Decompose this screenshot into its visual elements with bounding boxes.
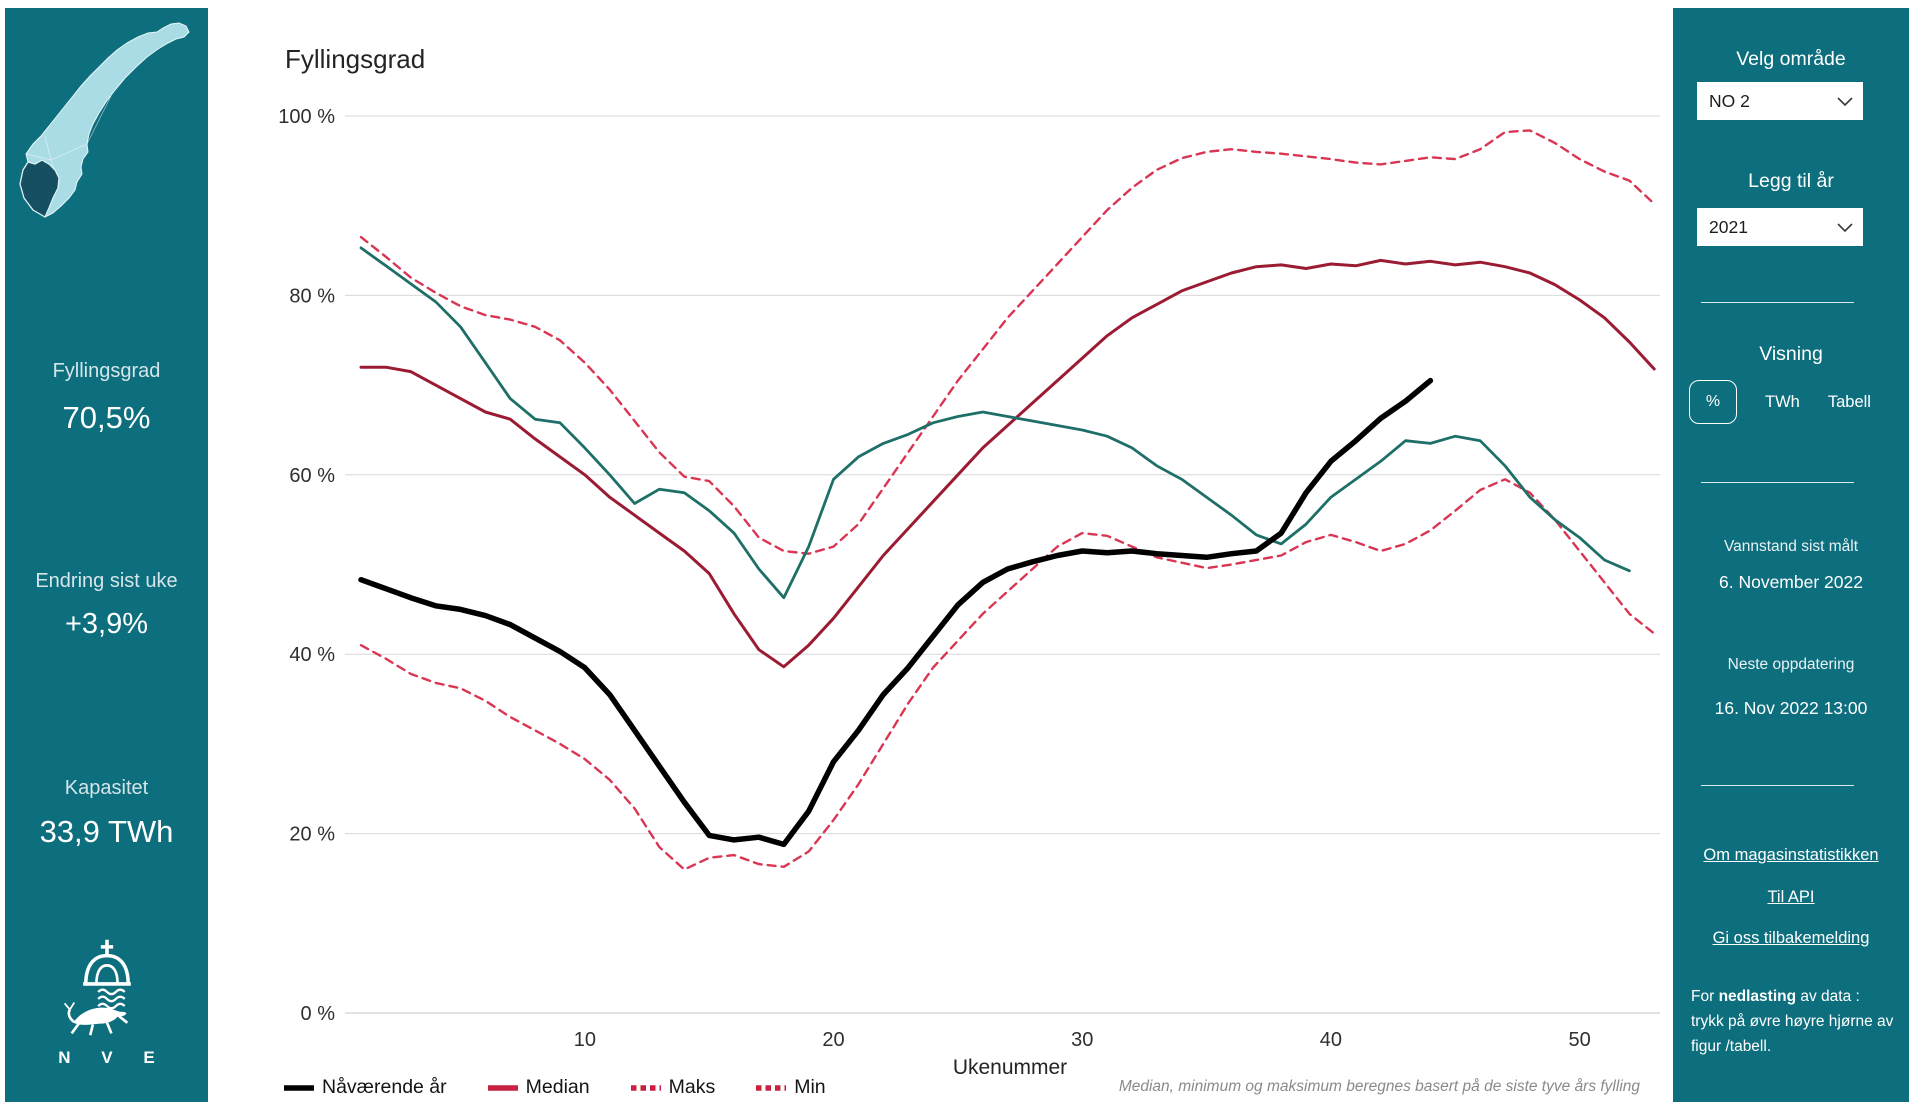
- x-tick-label: 50: [1569, 1029, 1591, 1051]
- legend-swatch: [284, 1084, 314, 1091]
- y-tick-label: 40 %: [289, 644, 335, 666]
- legend-item: Nåværende år: [283, 1076, 447, 1099]
- chart-panel: Fyllingsgrad 100 % 80 % 60 % 40 % 20 % 0 % 10 2…: [208, 0, 1673, 1110]
- year-dropdown[interactable]: 2021: [1697, 208, 1863, 246]
- x-axis-label: Ukenummer: [952, 1056, 1068, 1079]
- link-til-api[interactable]: Til API: [1767, 888, 1815, 906]
- series-2021: [359, 246, 1631, 600]
- next-update-label: Neste oppdatering: [1727, 656, 1855, 673]
- view-option-percent[interactable]: %: [1689, 380, 1737, 424]
- kpi-endring-label: Endring sist uke: [35, 570, 178, 592]
- download-note: For nedlasting av data : trykk på øvre h…: [1691, 988, 1894, 1055]
- kpi-fyllingsgrad-label: Fyllingsgrad: [52, 360, 161, 382]
- map-selected-region[interactable]: [19, 159, 60, 218]
- series-maks: [359, 129, 1656, 555]
- x-tick-label: 30: [1071, 1029, 1093, 1051]
- kpi-fyllingsgrad-value: 70,5%: [62, 400, 151, 435]
- legend-item: Min: [755, 1076, 826, 1099]
- kpi-kapasitet-label: Kapasitet: [64, 777, 149, 799]
- divider: [1701, 302, 1854, 303]
- x-tick-label: 40: [1320, 1029, 1342, 1051]
- chevron-down-icon: [1837, 223, 1853, 232]
- y-tick-label: 20 %: [289, 824, 335, 846]
- divider: [1701, 785, 1854, 786]
- x-tick-label: 10: [574, 1029, 596, 1051]
- right-sidebar: Velg område NO 2 Legg til år 2021 Visnin…: [1673, 8, 1909, 1102]
- view-option-tabell[interactable]: Tabell: [1827, 392, 1871, 411]
- series-n-v-rende-r: [358, 377, 1434, 848]
- next-update-value: 16. Nov 2022 13:00: [1714, 698, 1868, 718]
- measured-label: Vannstand sist målt: [1723, 538, 1859, 555]
- legend-swatch: [756, 1084, 787, 1091]
- year-dropdown-value: 2021: [1709, 216, 1748, 237]
- area-dropdown[interactable]: NO 2: [1697, 82, 1863, 120]
- left-sidebar: Fyllingsgrad 70,5% Endring sist uke +3,9…: [5, 8, 208, 1102]
- crown-cross-icon: [100, 939, 113, 955]
- y-tick-label: 80 %: [289, 285, 335, 307]
- legend-swatch: [630, 1084, 661, 1091]
- download-note-bold: nedlasting: [1718, 988, 1797, 1005]
- kpi-endring-value: +3,9%: [64, 608, 149, 640]
- y-tick-label: 100 %: [278, 106, 335, 128]
- chart-legend: Nåværende år Median Maks Min: [283, 1076, 826, 1099]
- waves-icon: [96, 988, 125, 1010]
- nve-logo-text: N V E: [58, 1048, 168, 1067]
- nve-logo: [63, 939, 131, 1036]
- y-tick-label: 60 %: [289, 465, 335, 487]
- norway-map-icon: [19, 22, 190, 218]
- legend-label: Nåværende år: [322, 1076, 447, 1098]
- stag-icon: [63, 1002, 128, 1036]
- legend-item: Median: [487, 1076, 590, 1099]
- view-option-twh[interactable]: TWh: [1765, 392, 1800, 411]
- measured-value: 6. November 2022: [1719, 572, 1863, 592]
- series-median: [359, 258, 1656, 669]
- legend-label: Maks: [668, 1076, 716, 1098]
- y-tick-label: 0 %: [301, 1003, 336, 1025]
- link-om-magasinstatistikken[interactable]: Om magasinstatistikken: [1703, 846, 1879, 864]
- legend-label: Min: [794, 1076, 826, 1098]
- link-tilbakemelding[interactable]: Gi oss tilbakemelding: [1712, 929, 1870, 947]
- legend-item: Maks: [630, 1076, 716, 1099]
- chevron-down-icon: [1837, 97, 1853, 106]
- map-country-shape: [19, 22, 190, 218]
- kpi-kapasitet-value: 33,9 TWh: [39, 814, 174, 849]
- area-dropdown-value: NO 2: [1709, 90, 1750, 111]
- legend-swatch: [487, 1084, 518, 1091]
- norway-map[interactable]: [11, 12, 203, 244]
- x-tick-label: 20: [822, 1029, 844, 1051]
- add-year-label: Legg til år: [1748, 170, 1834, 192]
- view-label: Visning: [1759, 343, 1823, 365]
- chart-svg: 100 % 80 % 60 % 40 % 20 % 0 % 10 20 30 40 50: [278, 106, 1660, 1051]
- view-options: % TWh Tabell: [1689, 380, 1871, 424]
- legend-label: Median: [525, 1076, 590, 1098]
- series-min: [359, 478, 1656, 871]
- select-area-label: Velg område: [1736, 48, 1846, 70]
- divider: [1701, 482, 1854, 483]
- chart-title: Fyllingsgrad: [285, 44, 426, 74]
- chart-footnote: Median, minimum og maksimum beregnes bas…: [1118, 1078, 1640, 1095]
- crown-icon: [83, 953, 130, 984]
